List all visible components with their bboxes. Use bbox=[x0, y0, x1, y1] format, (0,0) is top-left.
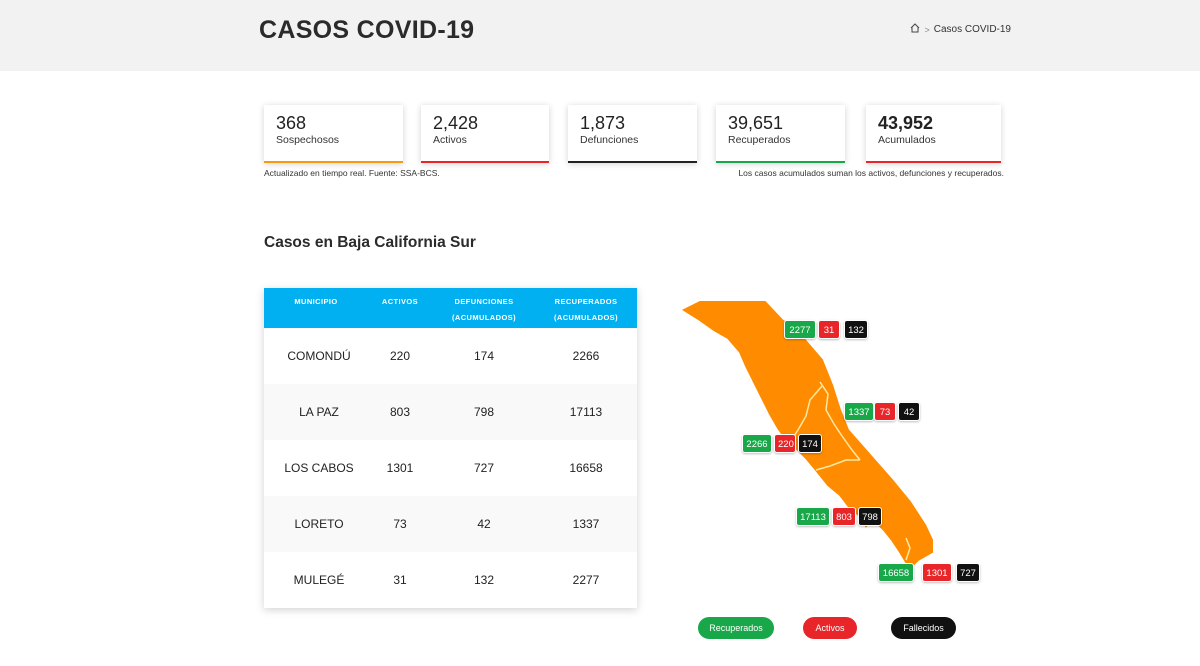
stat-bar bbox=[568, 161, 697, 163]
badge-activos-loreto: 73 bbox=[874, 402, 896, 421]
stat-card-recuperados: 39,651 Recuperados bbox=[716, 105, 845, 163]
badge-recuperados-mulege: 2277 bbox=[784, 320, 816, 339]
stat-value: 1,873 bbox=[580, 113, 626, 133]
cell-recuperados: 1337 bbox=[572, 517, 600, 531]
stat-bar bbox=[264, 161, 403, 163]
cell-defunciones: 42 bbox=[477, 517, 491, 531]
cell-defunciones: 727 bbox=[473, 461, 495, 475]
table-row: LOS CABOS 1301 727 16658 bbox=[264, 440, 637, 496]
table-row: LORETO 73 42 1337 bbox=[264, 496, 637, 552]
stat-bar bbox=[866, 161, 1001, 163]
cell-defunciones: 132 bbox=[473, 573, 495, 587]
cell-recuperados: 2277 bbox=[572, 573, 600, 587]
breadcrumb-separator: > bbox=[924, 24, 930, 35]
cell-municipio: COMONDÚ bbox=[287, 349, 351, 363]
cell-defunciones: 174 bbox=[473, 349, 495, 363]
header-defunciones: DEFUNCIONES (ACUMULADOS) bbox=[452, 297, 516, 322]
cell-activos: 73 bbox=[393, 517, 407, 531]
accumulated-note: Los casos acumulados suman los activos, … bbox=[738, 168, 1004, 178]
cell-recuperados: 17113 bbox=[569, 405, 603, 419]
border-comondu-lapaz bbox=[815, 459, 860, 471]
table-row: COMONDÚ 220 174 2266 bbox=[264, 328, 637, 384]
badge-fallecidos-loscabos: 727 bbox=[956, 563, 980, 582]
stat-value: 368 bbox=[276, 113, 307, 133]
table-header: MUNICIPIO ACTIVOS DEFUNCIONES (ACUMULADO… bbox=[264, 288, 637, 328]
badge-fallecidos-lapaz: 798 bbox=[858, 507, 882, 526]
island-shape bbox=[875, 505, 892, 522]
border-comondu bbox=[789, 385, 823, 443]
legend-activos: Activos bbox=[803, 617, 857, 639]
border-loreto-comondu bbox=[841, 435, 861, 461]
table-row: LA PAZ 803 798 17113 bbox=[264, 384, 637, 440]
page-header: CASOS COVID-19 > Casos COVID-19 bbox=[0, 0, 1200, 71]
stat-label: Recuperados bbox=[728, 134, 791, 146]
cell-activos: 31 bbox=[393, 573, 407, 587]
badge-activos-comondu: 220 bbox=[774, 434, 796, 453]
stat-label: Activos bbox=[433, 134, 467, 146]
stat-bar bbox=[421, 161, 549, 163]
badge-activos-mulege: 31 bbox=[818, 320, 840, 339]
municipios-table: MUNICIPIO ACTIVOS DEFUNCIONES (ACUMULADO… bbox=[264, 288, 637, 608]
badge-recuperados-lapaz: 17113 bbox=[796, 507, 830, 526]
stat-label: Sospechosos bbox=[276, 134, 340, 146]
border-lapaz-loscabos bbox=[905, 537, 911, 561]
badge-recuperados-loscabos: 16658 bbox=[878, 563, 914, 582]
peninsula-lobe bbox=[710, 312, 732, 332]
badge-activos-lapaz: 803 bbox=[832, 507, 856, 526]
header-activos: ACTIVOS bbox=[381, 297, 419, 306]
table-row: MULEGÉ 31 132 2277 bbox=[264, 552, 637, 608]
stat-label: Defunciones bbox=[580, 134, 639, 146]
stat-value: 2,428 bbox=[433, 113, 479, 133]
cell-activos: 803 bbox=[389, 405, 411, 419]
badge-recuperados-comondu: 2266 bbox=[742, 434, 772, 453]
bcs-map: 2277 31 132 1337 73 42 2266 220 174 1711… bbox=[670, 290, 1000, 590]
breadcrumb: > Casos COVID-19 bbox=[910, 23, 1011, 36]
stat-value: 39,651 bbox=[728, 113, 784, 133]
cell-municipio: LA PAZ bbox=[299, 405, 339, 419]
stat-card-acumulados: 43,952 Acumulados bbox=[866, 105, 1001, 163]
source-note: Actualizado en tiempo real. Fuente: SSA-… bbox=[264, 168, 440, 178]
stat-card-activos: 2,428 Activos bbox=[421, 105, 549, 163]
legend-recuperados: Recuperados bbox=[698, 617, 774, 639]
cell-defunciones: 798 bbox=[473, 405, 495, 419]
stat-value: 43,952 bbox=[878, 113, 934, 133]
home-icon[interactable] bbox=[910, 23, 920, 36]
header-recuperados: RECUPERADOS (ACUMULADOS) bbox=[554, 297, 618, 322]
badge-fallecidos-loreto: 42 bbox=[898, 402, 920, 421]
breadcrumb-current: Casos COVID-19 bbox=[933, 24, 1011, 35]
legend-fallecidos: Fallecidos bbox=[891, 617, 956, 639]
border-mulege-loreto bbox=[819, 381, 843, 437]
badge-recuperados-loreto: 1337 bbox=[844, 402, 874, 421]
section-title: Casos en Baja California Sur bbox=[264, 234, 476, 251]
stat-label: Acumulados bbox=[878, 134, 936, 146]
badge-fallecidos-comondu: 174 bbox=[798, 434, 822, 453]
cell-municipio: MULEGÉ bbox=[293, 573, 345, 587]
stat-card-defunciones: 1,873 Defunciones bbox=[568, 105, 697, 163]
cell-municipio: LOS CABOS bbox=[284, 461, 354, 475]
stat-bar bbox=[716, 161, 845, 163]
cell-municipio: LORETO bbox=[294, 517, 344, 531]
badge-fallecidos-mulege: 132 bbox=[844, 320, 868, 339]
cell-activos: 1301 bbox=[386, 461, 414, 475]
cell-recuperados: 2266 bbox=[572, 349, 600, 363]
stat-card-sospechosos: 368 Sospechosos bbox=[264, 105, 403, 163]
header-municipio: MUNICIPIO bbox=[294, 297, 338, 306]
cell-recuperados: 16658 bbox=[569, 461, 603, 475]
cell-activos: 220 bbox=[389, 349, 411, 363]
badge-activos-loscabos: 1301 bbox=[922, 563, 952, 582]
page-title: CASOS COVID-19 bbox=[259, 16, 475, 44]
